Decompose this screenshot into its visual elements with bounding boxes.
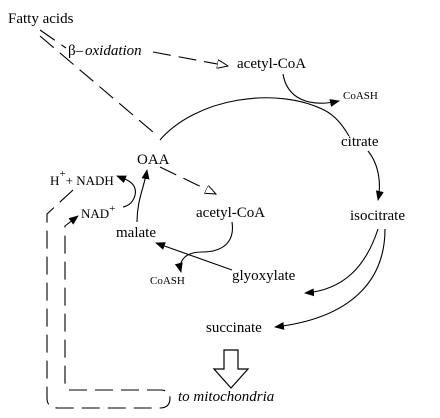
nad-shuttle-dashed-loop xyxy=(46,189,171,409)
citrate-to-isocitrate-arrow xyxy=(367,150,384,201)
nad-reduction-arrow xyxy=(116,175,136,208)
coash-bottom-label: CoASH xyxy=(150,275,185,287)
h-plus-nadh-label: H++ NADH xyxy=(50,168,114,188)
glyoxylate-to-malate-arrow xyxy=(155,242,233,271)
oaa-to-acetyl-coa-dashed-arrow xyxy=(159,166,216,194)
fatty-acids-label: Fatty acids xyxy=(8,11,74,27)
glyoxylate-label: glyoxylate xyxy=(232,268,296,284)
beta-oxidation-label: oxidation xyxy=(85,43,142,59)
nad-label: NAD+ xyxy=(81,203,115,221)
acetyl-coa-to-coash-bottom-arrow xyxy=(174,221,233,273)
malate-to-oaa-arrow xyxy=(136,169,150,223)
coash-top-label: CoASH xyxy=(343,90,378,102)
isocitrate-label: isocitrate xyxy=(350,208,405,224)
oaa-to-citrate-arc xyxy=(159,97,350,141)
to-mitochondria-hollow-arrow xyxy=(212,349,250,389)
malate-label: malate xyxy=(116,225,156,241)
citrate-label: citrate xyxy=(341,134,379,150)
acetyl-coa-to-coash-arrow xyxy=(282,73,340,107)
beta-oxidation-dashed-arrow xyxy=(152,51,228,66)
acetyl-coa-top-label: acetyl-CoA xyxy=(237,56,306,72)
isocitrate-to-succinate-arrow xyxy=(274,228,386,330)
acetyl-coa-mid-label: acetyl-CoA xyxy=(196,205,265,221)
to-mitochondria-label: to mitochondria xyxy=(178,389,274,405)
isocitrate-to-glyoxylate-arrow xyxy=(304,228,379,297)
beta-oxidation-dashed-line-a xyxy=(39,29,67,49)
oaa-label: OAA xyxy=(137,152,170,168)
beta-symbol: β– xyxy=(68,43,84,59)
succinate-label: succinate xyxy=(206,320,262,336)
